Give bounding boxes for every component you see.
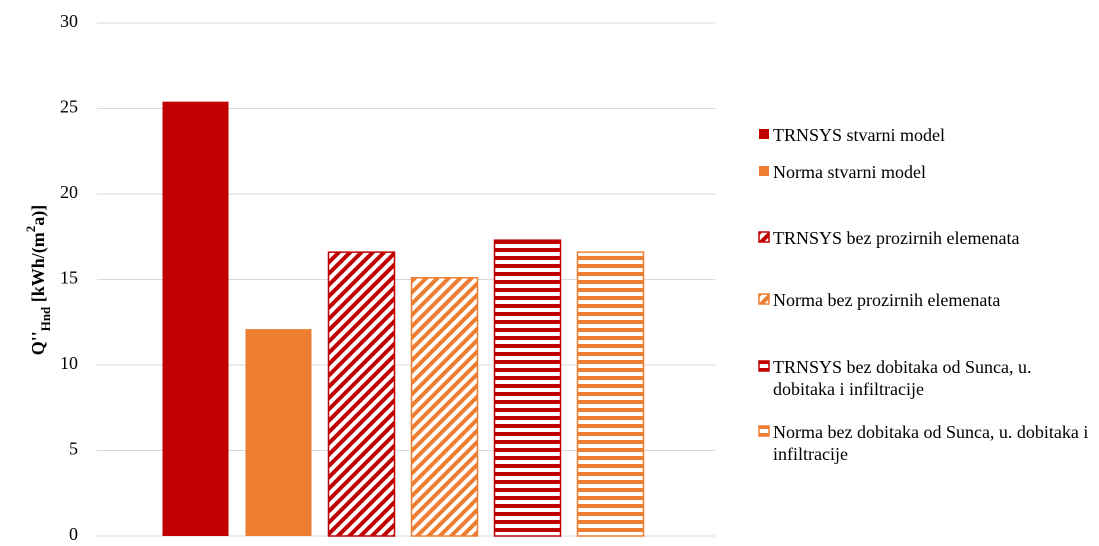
bar [162,101,229,536]
y-axis-label-part: 2 [23,226,38,233]
y-tick-label: 25 [60,97,78,117]
legend-item: TRNSYS bez dobitaka od Sunca, u. dobitak… [758,356,1093,400]
y-axis-label-part: Hnd [38,306,53,331]
legend-label: Norma bez dobitaka od Sunca, u. dobitaka… [773,422,1089,464]
bar [327,251,396,537]
legend-label: TRNSYS bez dobitaka od Sunca, u. dobitak… [773,357,1032,399]
bar [493,239,562,537]
legend-swatch [758,360,770,372]
y-tick-label: 30 [60,11,78,31]
y-tick-label: 5 [69,439,78,459]
y-axis-label: Q''Hnd [kWh/(m2a)] [23,205,53,356]
legend-item: Norma stvarni model [758,161,1093,183]
legend-item: Norma bez dobitaka od Sunca, u. dobitaka… [758,421,1093,465]
legend-label: Norma stvarni model [773,162,926,182]
legend-label: TRNSYS stvarni model [773,125,946,145]
legend-swatch [758,231,770,243]
legend-swatch [758,293,770,305]
y-axis-label-part: Q'' [28,331,48,355]
legend-item: TRNSYS stvarni model [758,124,1093,146]
y-tick-label: 10 [60,353,78,373]
legend-label: TRNSYS bez prozirnih elemenata [773,228,1020,248]
legend-item: Norma bez prozirnih elemenata [758,289,1093,311]
bar [576,251,645,537]
y-tick-label: 0 [69,524,78,544]
legend-swatch [759,129,769,139]
legend-swatch [758,425,770,437]
y-tick-label: 15 [60,268,78,288]
legend-label: Norma bez prozirnih elemenata [773,290,1001,310]
legend-swatch [759,166,769,176]
y-tick-label: 20 [60,182,78,202]
bar [410,277,479,537]
y-axis-label-part: [kWh/(m [28,232,49,307]
legend-item: TRNSYS bez prozirnih elemenata [758,227,1093,249]
y-axis-label-part: a)] [28,205,49,226]
bar [245,329,312,536]
